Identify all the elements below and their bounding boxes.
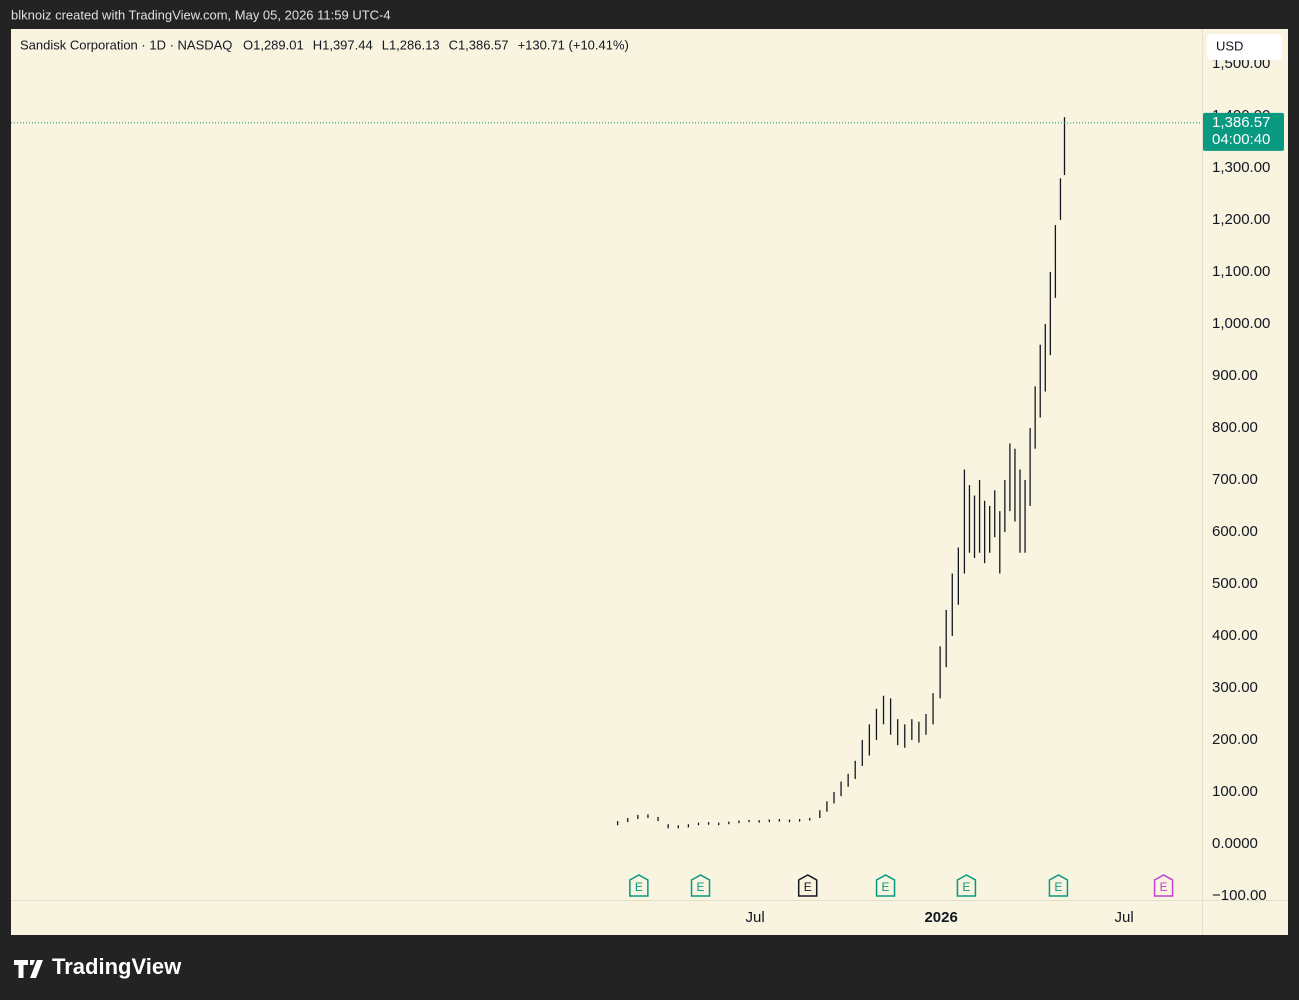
- earnings-icon: [956, 874, 977, 897]
- y-tick-label: 300.00: [1212, 679, 1258, 696]
- currency: USD: [1216, 38, 1243, 53]
- brand-name: TradingView: [52, 954, 182, 979]
- credit: blknoiz created with TradingView.com, Ma…: [11, 7, 391, 22]
- earnings-marker[interactable]: E: [956, 874, 977, 897]
- earnings-marker[interactable]: E: [797, 874, 818, 897]
- legend-value: C1,386.57: [449, 37, 509, 52]
- earnings-icon: [690, 874, 711, 897]
- earnings-icon: [797, 874, 818, 897]
- y-tick-label: −100.00: [1212, 887, 1267, 904]
- currency-box[interactable]: [1207, 34, 1282, 60]
- y-tick-label: 1,300.00: [1212, 159, 1270, 176]
- earnings-marker[interactable]: E: [875, 874, 896, 897]
- earnings-label: E: [697, 880, 705, 894]
- x-axis: Jul 2026 Jul: [746, 900, 1134, 926]
- last-price-label: 1,386.57: [1212, 114, 1270, 131]
- earnings-icon: [629, 874, 649, 897]
- x-tick-label: 2026: [924, 909, 957, 926]
- earnings-marker[interactable]: E: [1153, 874, 1174, 897]
- legend: O1,289.01 H1,397.44 L1,286.13 C1,386.57 +130…: [243, 37, 629, 52]
- earnings-label: E: [962, 880, 970, 894]
- y-tick-label: 400.00: [1212, 627, 1258, 644]
- y-tick-label: 600.00: [1212, 523, 1258, 540]
- symbol: Sandisk Corporation · 1D · NASDAQ: [20, 37, 232, 52]
- y-tick-label: 900.00: [1212, 367, 1258, 384]
- legend-value: O1,289.01: [243, 37, 304, 52]
- earnings-marker[interactable]: E: [629, 874, 649, 897]
- y-tick-label: 0.0000: [1212, 835, 1258, 852]
- y-tick-label: 1,100.00: [1212, 263, 1270, 280]
- y-tick-label: 100.00: [1212, 783, 1258, 800]
- y-tick-label: 800.00: [1212, 419, 1258, 436]
- chart-panel: [11, 29, 1288, 935]
- brand-logo: [14, 960, 43, 978]
- legend-value: H1,397.44: [313, 37, 373, 52]
- earnings-icon: [1153, 874, 1174, 897]
- y-tick-label: 500.00: [1212, 575, 1258, 592]
- y-tick-label: 1,000.00: [1212, 315, 1270, 332]
- earnings-icon: [875, 874, 896, 897]
- plot: [11, 117, 1202, 829]
- x-tick-label: Jul: [1115, 909, 1134, 926]
- legend-value: +130.71 (+10.41%): [518, 37, 629, 52]
- earnings-marker[interactable]: E: [1048, 874, 1069, 897]
- earnings-icon: [1048, 874, 1069, 897]
- earnings-label: E: [882, 880, 890, 894]
- earnings-label: E: [804, 880, 812, 894]
- countdown: 04:00:40: [1212, 131, 1270, 148]
- brand: TradingView: [14, 954, 182, 979]
- y-tick-label: 700.00: [1212, 471, 1258, 488]
- earnings-label: E: [635, 880, 643, 894]
- y-tick-label: 1,200.00: [1212, 211, 1270, 228]
- legend-value: L1,286.13: [382, 37, 440, 52]
- earnings-label: E: [1160, 880, 1168, 894]
- x-tick-label: Jul: [746, 909, 765, 926]
- earnings-marker[interactable]: E: [690, 874, 711, 897]
- last-price-box: [1203, 112, 1284, 151]
- y-tick-label: 200.00: [1212, 731, 1258, 748]
- earnings-label: E: [1054, 880, 1062, 894]
